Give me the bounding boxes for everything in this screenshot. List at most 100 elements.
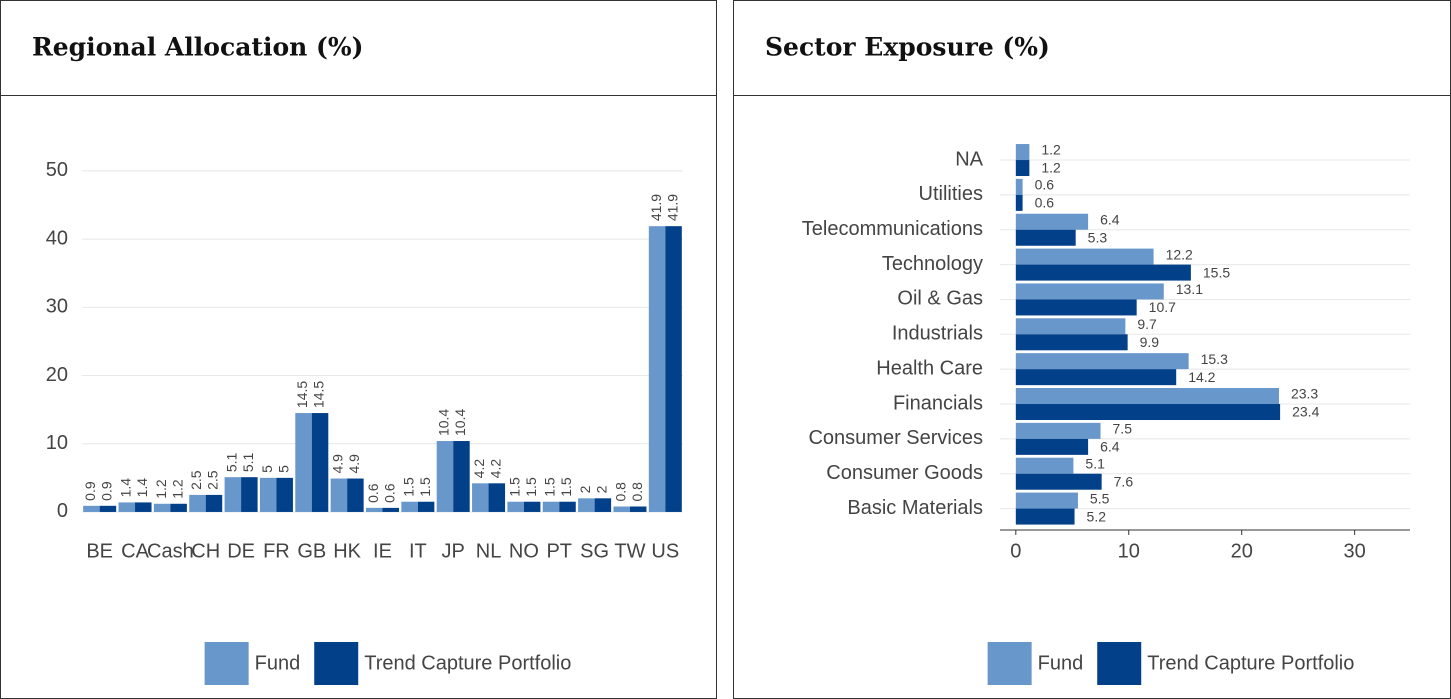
bar (453, 441, 470, 512)
bar (224, 477, 242, 512)
bar (153, 503, 171, 512)
data-label: 10.4 (452, 409, 468, 436)
data-label: 0.8 (629, 482, 645, 502)
data-label: 1.5 (558, 477, 574, 497)
bar (170, 503, 187, 512)
x-tick-label: TW (614, 540, 645, 562)
x-tick-label: IT (409, 540, 427, 562)
bar (1015, 404, 1281, 421)
data-label: 12.2 (1166, 246, 1193, 262)
bar (1015, 508, 1075, 525)
x-tick-label: 20 (1231, 540, 1253, 562)
bar (436, 441, 454, 512)
legend-swatch (1097, 642, 1142, 685)
bar (1015, 248, 1154, 265)
bar (1015, 438, 1089, 455)
data-label: 23.3 (1291, 386, 1318, 402)
data-label: 7.6 (1114, 473, 1134, 489)
x-tick-label: 30 (1344, 540, 1366, 562)
bar (1015, 144, 1030, 161)
data-label: 0.8 (612, 482, 628, 502)
bar (1015, 194, 1023, 211)
bar (523, 501, 541, 512)
bar (629, 506, 647, 512)
bar (118, 502, 136, 512)
bar (1015, 283, 1164, 300)
data-label: 1.5 (400, 477, 416, 497)
data-label: 0.6 (381, 483, 397, 503)
bar (1015, 318, 1126, 335)
legend-label: Trend Capture Portfolio (364, 652, 571, 674)
x-tick-label: GB (297, 540, 326, 562)
x-tick-label: 10 (1118, 540, 1140, 562)
bar (276, 477, 293, 512)
bar (1015, 422, 1101, 439)
data-label: 6.4 (1100, 211, 1120, 227)
bar (507, 501, 524, 512)
bar (1015, 299, 1137, 316)
bar (472, 483, 489, 512)
data-label: 1.5 (542, 477, 558, 497)
data-label: 13.1 (1176, 281, 1203, 297)
y-tick-label: Technology (882, 253, 983, 275)
bar (1015, 388, 1279, 405)
y-tick-label: Health Care (876, 357, 983, 379)
x-tick-label: DE (227, 540, 255, 562)
bar (1015, 213, 1089, 230)
data-label: 5.3 (1088, 229, 1108, 245)
data-label: 23.4 (1292, 404, 1319, 420)
data-label: 2.5 (188, 470, 204, 490)
bar (259, 477, 277, 512)
data-label: 1.2 (153, 479, 169, 499)
chart-panel: Sector Exposure (%) Basic Materials 5.5 5.… (733, 0, 1451, 699)
bar (1015, 457, 1074, 474)
y-tick-label: Industrials (892, 323, 983, 345)
bar (594, 498, 612, 512)
y-tick-label: Financials (893, 392, 983, 414)
bar (330, 478, 348, 512)
x-tick-label: FR (263, 540, 290, 562)
bar (382, 507, 399, 512)
x-tick-label: NO (509, 540, 539, 562)
legend-label: Fund (1038, 652, 1084, 674)
data-label: 2 (577, 485, 593, 493)
bar (135, 502, 152, 512)
bar (417, 501, 435, 512)
bar (559, 501, 576, 512)
bar (189, 494, 206, 512)
bar (613, 506, 630, 512)
legend-label: Trend Capture Portfolio (1147, 652, 1354, 674)
bar (205, 494, 223, 512)
data-label: 5 (259, 465, 275, 473)
x-tick-label: US (651, 540, 679, 562)
data-label: 1.2 (169, 479, 185, 499)
data-label: 0.6 (1035, 195, 1055, 211)
data-label: 5.1 (240, 452, 256, 472)
data-label: 15.5 (1203, 264, 1230, 280)
bar (311, 413, 329, 512)
data-label: 9.7 (1137, 316, 1157, 332)
x-tick-label: NL (476, 540, 502, 562)
data-label: 4.9 (346, 454, 362, 474)
y-tick-label: Consumer Services (808, 427, 983, 449)
data-label: 1.4 (117, 478, 133, 498)
bar (366, 507, 383, 512)
bar (1015, 178, 1023, 195)
data-label: 14.5 (294, 381, 310, 408)
data-label: 6.4 (1100, 439, 1120, 455)
bar (99, 505, 117, 512)
data-label: 0.9 (99, 481, 115, 501)
x-tick-label: PT (546, 540, 572, 562)
data-label: 4.2 (471, 459, 487, 479)
bar (578, 498, 595, 512)
data-label: 0.6 (365, 483, 381, 503)
data-label: 10.7 (1149, 299, 1176, 315)
bar (1015, 160, 1030, 177)
x-tick-label: CH (191, 540, 220, 562)
bar (401, 501, 418, 512)
data-label: 7.5 (1113, 421, 1133, 437)
x-tick-label: CA (121, 540, 149, 562)
bar (1015, 353, 1189, 370)
data-label: 14.5 (311, 381, 327, 408)
